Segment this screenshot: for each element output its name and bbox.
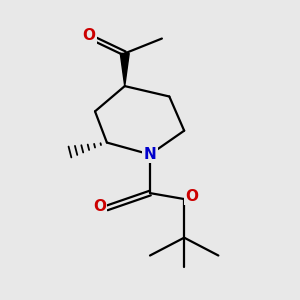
- Text: O: O: [93, 199, 106, 214]
- Text: O: O: [185, 189, 198, 204]
- Text: O: O: [82, 28, 96, 43]
- Text: N: N: [144, 147, 156, 162]
- Polygon shape: [120, 53, 129, 86]
